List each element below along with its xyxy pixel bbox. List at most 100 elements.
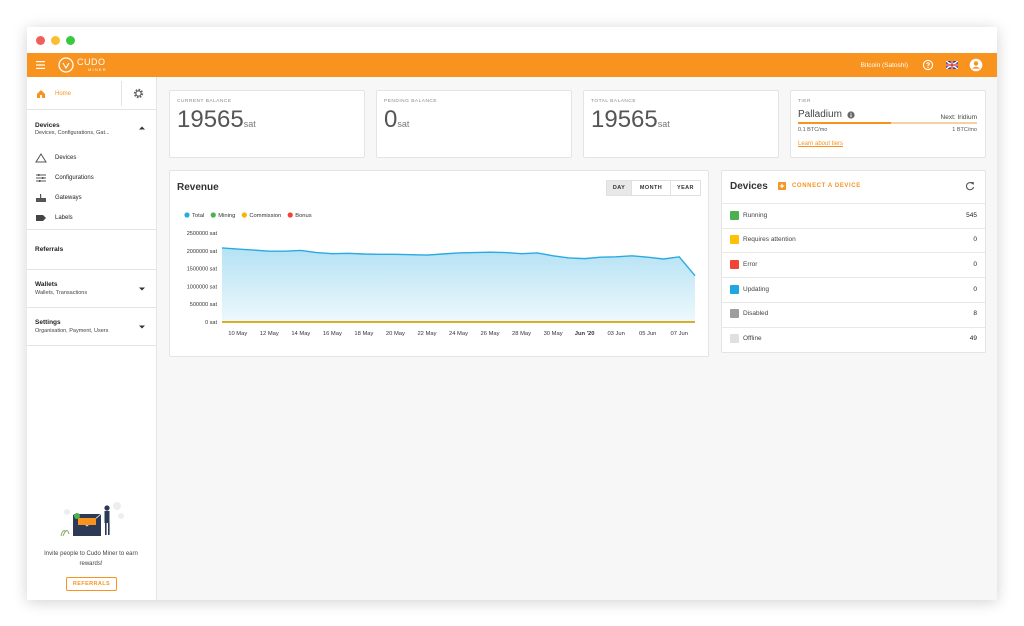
status-count: 0 [973,260,977,268]
zoom-dot[interactable] [66,36,75,45]
header [27,53,997,77]
y-tick-label: 1000000 sat [187,284,218,290]
legend-swatch [241,212,247,218]
legend-swatch [210,212,216,218]
status-label: Requires attention [743,236,796,244]
status-swatch [730,309,739,319]
balance-card [376,90,572,158]
balance-value: 19565 [177,106,244,133]
nav-referrals[interactable]: Referrals [35,246,64,253]
x-tick-label: 10 May [228,331,247,337]
area [222,247,695,322]
x-tick-label: 30 May [544,331,563,337]
revenue-title: Revenue [177,182,219,193]
series-line [221,247,696,277]
home-icon [37,90,45,98]
invite-illustration [60,502,124,537]
status-count: 0 [973,285,977,293]
device-row[interactable] [721,326,985,352]
x-tick-label: 18 May [354,331,373,337]
balance-label: CURRENT BALANCE [177,99,232,104]
status-swatch [730,210,739,220]
balance-unit: sat [243,119,256,129]
devices-icon [35,153,47,163]
status-swatch [730,259,739,269]
status-label: Disabled [743,310,769,318]
x-tick-label: 07 Jun [671,331,688,337]
user-avatar[interactable] [969,58,983,72]
status-label: Updating [743,285,770,293]
menu-icon[interactable] [35,60,46,70]
nav-item[interactable]: Labels [55,215,73,221]
tier-name: Palladium [798,109,842,120]
connect-device-button[interactable]: CONNECT A DEVICE [792,183,861,189]
divider [27,109,156,110]
device-row[interactable] [721,227,985,253]
collapse-caret[interactable] [139,126,145,130]
range-button[interactable]: MONTH [631,180,671,196]
nav-devices-title[interactable]: Devices [35,122,60,129]
settings-icon[interactable] [133,88,144,99]
status-count: 8 [973,310,977,318]
x-tick-label: 14 May [291,331,310,337]
legend-swatch [184,212,190,218]
help-icon[interactable] [922,59,934,71]
tier-card [790,90,986,158]
labels-icon [36,215,46,221]
nav-item[interactable]: Configurations [55,175,94,181]
nav-home[interactable]: Home [55,91,72,97]
balance-value: 19565 [591,106,658,133]
currency[interactable]: Bitcoin (Satoshi) [860,62,908,69]
x-tick-label: 20 May [386,331,405,337]
logo-icon [58,57,74,73]
expand-caret[interactable] [139,287,145,291]
divider [27,307,156,308]
divider [27,269,156,270]
referrals-button[interactable]: REFERRALS [66,577,117,591]
device-row[interactable] [721,203,985,228]
device-row[interactable] [721,277,985,302]
add-icon[interactable] [778,182,786,190]
x-tick-label: 28 May [512,331,531,337]
nav-wallets-title[interactable]: Wallets [35,281,58,288]
range-button[interactable]: DAY [606,180,632,196]
y-tick-label: 500000 sat [190,302,218,308]
x-tick-label: 24 May [449,331,468,337]
nav-item[interactable]: Gateways [55,195,82,201]
divider [27,345,156,346]
nav-devices-subtitle: Devices, Configurations, Gat... [35,130,110,136]
x-tick-label: Jun '20 [575,331,595,337]
balance-card [169,90,365,158]
balance-label: PENDING BALANCE [384,99,438,104]
x-tick-label: 16 May [323,331,342,337]
info-icon[interactable] [847,111,855,119]
expand-caret[interactable] [139,325,145,329]
range-button[interactable]: YEAR [670,180,701,196]
balance-unit: sat [397,119,410,129]
balance-value: 0 [384,106,398,133]
close-dot[interactable] [36,36,45,45]
minimize-dot[interactable] [51,36,60,45]
nav-wallets-subtitle: Wallets, Transactions [35,290,88,296]
device-row[interactable] [721,252,985,277]
refresh-icon[interactable] [965,181,975,191]
legend-label: Commission [249,213,281,219]
x-tick-label: 03 Jun [607,331,624,337]
revenue-chart: 0 sat 500000 sat 1000000 sat 1500000 sat 200… [184,212,696,337]
tier-link[interactable]: Learn about tiers [798,141,844,147]
nav-item[interactable]: Devices [55,155,77,161]
status-label: Offline [743,335,762,342]
device-row[interactable] [721,301,985,327]
status-label: Running [743,211,768,219]
status-label: Error [743,260,758,268]
legend-swatch [287,212,293,218]
nav-settings-title[interactable]: Settings [35,319,61,326]
status-count: 545 [966,211,977,219]
x-tick-label: 26 May [481,331,500,337]
tier-min: 0.1 BTC/mo [798,127,828,133]
language-flag[interactable] [946,61,958,69]
y-tick-label: 2500000 sat [187,231,218,237]
devices-panel [721,170,986,353]
status-swatch [730,235,739,245]
configurations-icon [36,174,46,182]
